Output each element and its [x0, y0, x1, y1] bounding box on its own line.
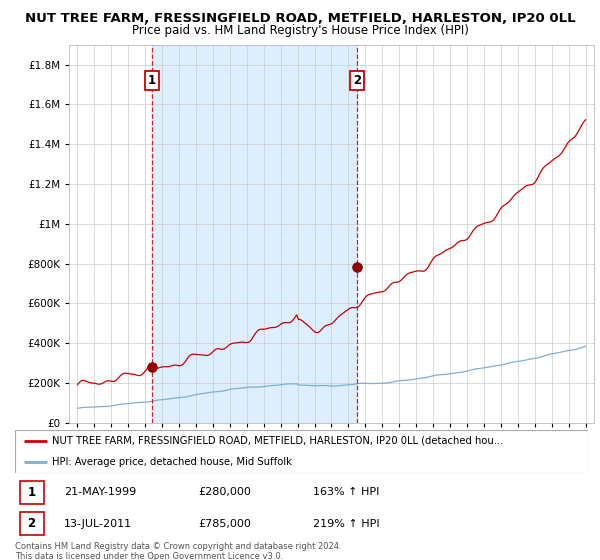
Bar: [20, 512, 44, 535]
Text: 219% ↑ HPI: 219% ↑ HPI: [313, 519, 380, 529]
Text: £785,000: £785,000: [199, 519, 251, 529]
Text: 1: 1: [28, 486, 35, 498]
Text: £280,000: £280,000: [199, 487, 251, 497]
Text: 2: 2: [353, 74, 361, 87]
Text: NUT TREE FARM, FRESSINGFIELD ROAD, METFIELD, HARLESTON, IP20 0LL (detached hou..: NUT TREE FARM, FRESSINGFIELD ROAD, METFI…: [52, 436, 504, 446]
Bar: [20, 480, 44, 503]
Text: 1: 1: [148, 74, 156, 87]
Text: 21-MAY-1999: 21-MAY-1999: [64, 487, 136, 497]
Bar: [152, 45, 358, 423]
Text: 163% ↑ HPI: 163% ↑ HPI: [313, 487, 379, 497]
Text: Contains HM Land Registry data © Crown copyright and database right 2024.
This d: Contains HM Land Registry data © Crown c…: [15, 542, 341, 560]
Text: 2: 2: [28, 517, 35, 530]
Text: HPI: Average price, detached house, Mid Suffolk: HPI: Average price, detached house, Mid …: [52, 457, 292, 467]
Text: 13-JUL-2011: 13-JUL-2011: [64, 519, 132, 529]
Text: Price paid vs. HM Land Registry's House Price Index (HPI): Price paid vs. HM Land Registry's House …: [131, 24, 469, 36]
Text: NUT TREE FARM, FRESSINGFIELD ROAD, METFIELD, HARLESTON, IP20 0LL: NUT TREE FARM, FRESSINGFIELD ROAD, METFI…: [25, 12, 575, 25]
